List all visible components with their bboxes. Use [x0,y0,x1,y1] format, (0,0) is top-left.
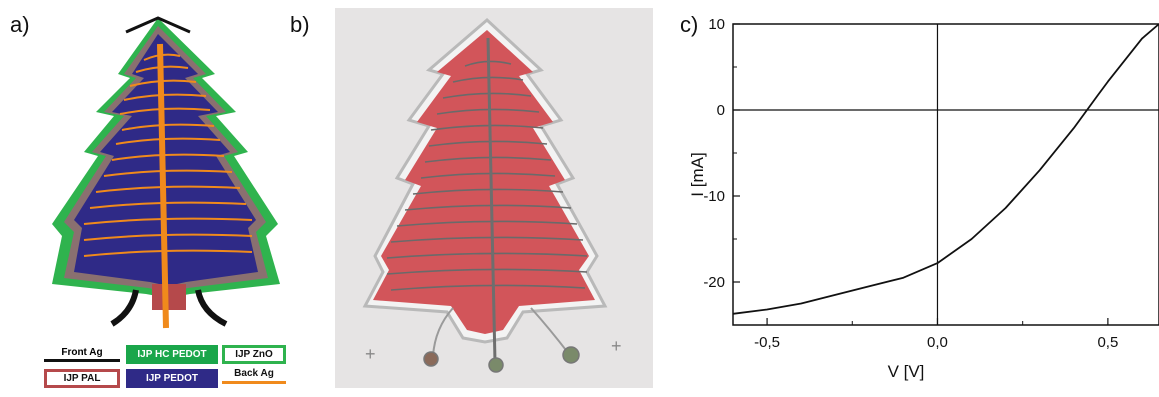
photo-spine [486,37,497,363]
photo-tree-body [373,30,595,334]
iv-curve-line [732,23,1159,315]
legend-front-ag: Front Ag [44,346,120,362]
panel-b-label: b) [290,12,310,37]
y-tick-label: 0 [717,102,725,119]
y-tick-label: -10 [703,188,725,205]
photo-left-pad [423,351,439,367]
legend-back-ag: Back Ag [222,366,286,384]
x-tick-label: -0,5 [754,334,780,351]
iv-chart: -0,5 0,0 0,5 10 0 -10 -20 V [V] I [mA] [688,16,1159,381]
schematic-finger-lines [83,53,253,257]
legend-pedot-label: IJP PEDOT [145,373,199,384]
y-tick-label: -20 [703,274,725,291]
schematic-pedot-layer [74,34,258,286]
panel-c-label: c) [680,12,699,37]
schematic-left-lead [110,289,139,327]
schematic-right-lead [195,289,228,327]
photo-left-lead [432,307,454,357]
photo-left-alignment-mark: + [365,344,376,364]
photo-center-pad [488,357,504,373]
photo-finger-lines [386,60,588,291]
legend-zno-label: IJP ZnO [235,349,273,360]
legend-zno: IJP ZnO [222,345,286,364]
schematic-front-ag-edge [125,16,191,34]
photo-right-pad [562,346,580,364]
device-photo: + + [335,8,653,388]
legend-pedot: IJP PEDOT [126,369,218,388]
legend-hc-pedot-label: IJP HC PEDOT [137,349,207,360]
y-axis-label: I [mA] [688,152,707,196]
legend-back-ag-label: Back Ag [234,368,274,379]
legend-front-ag-label: Front Ag [61,347,103,358]
device-schematic [52,16,280,329]
x-tick-label: 0,0 [927,334,948,351]
legend-hc-pedot: IJP HC PEDOT [126,345,218,364]
photo-right-alignment-mark: + [611,336,622,356]
y-tick-label: 10 [708,16,725,33]
x-tick-label: 0,5 [1097,334,1118,351]
plot-frame [732,23,1159,326]
legend-pal-label: IJP PAL [63,373,101,384]
legend-pal: IJP PAL [44,369,120,388]
schematic-back-ag-spine [157,43,169,329]
panel-a-label: a) [10,12,30,37]
x-axis-label: V [V] [888,362,925,381]
schematic-pal-base [152,284,186,310]
